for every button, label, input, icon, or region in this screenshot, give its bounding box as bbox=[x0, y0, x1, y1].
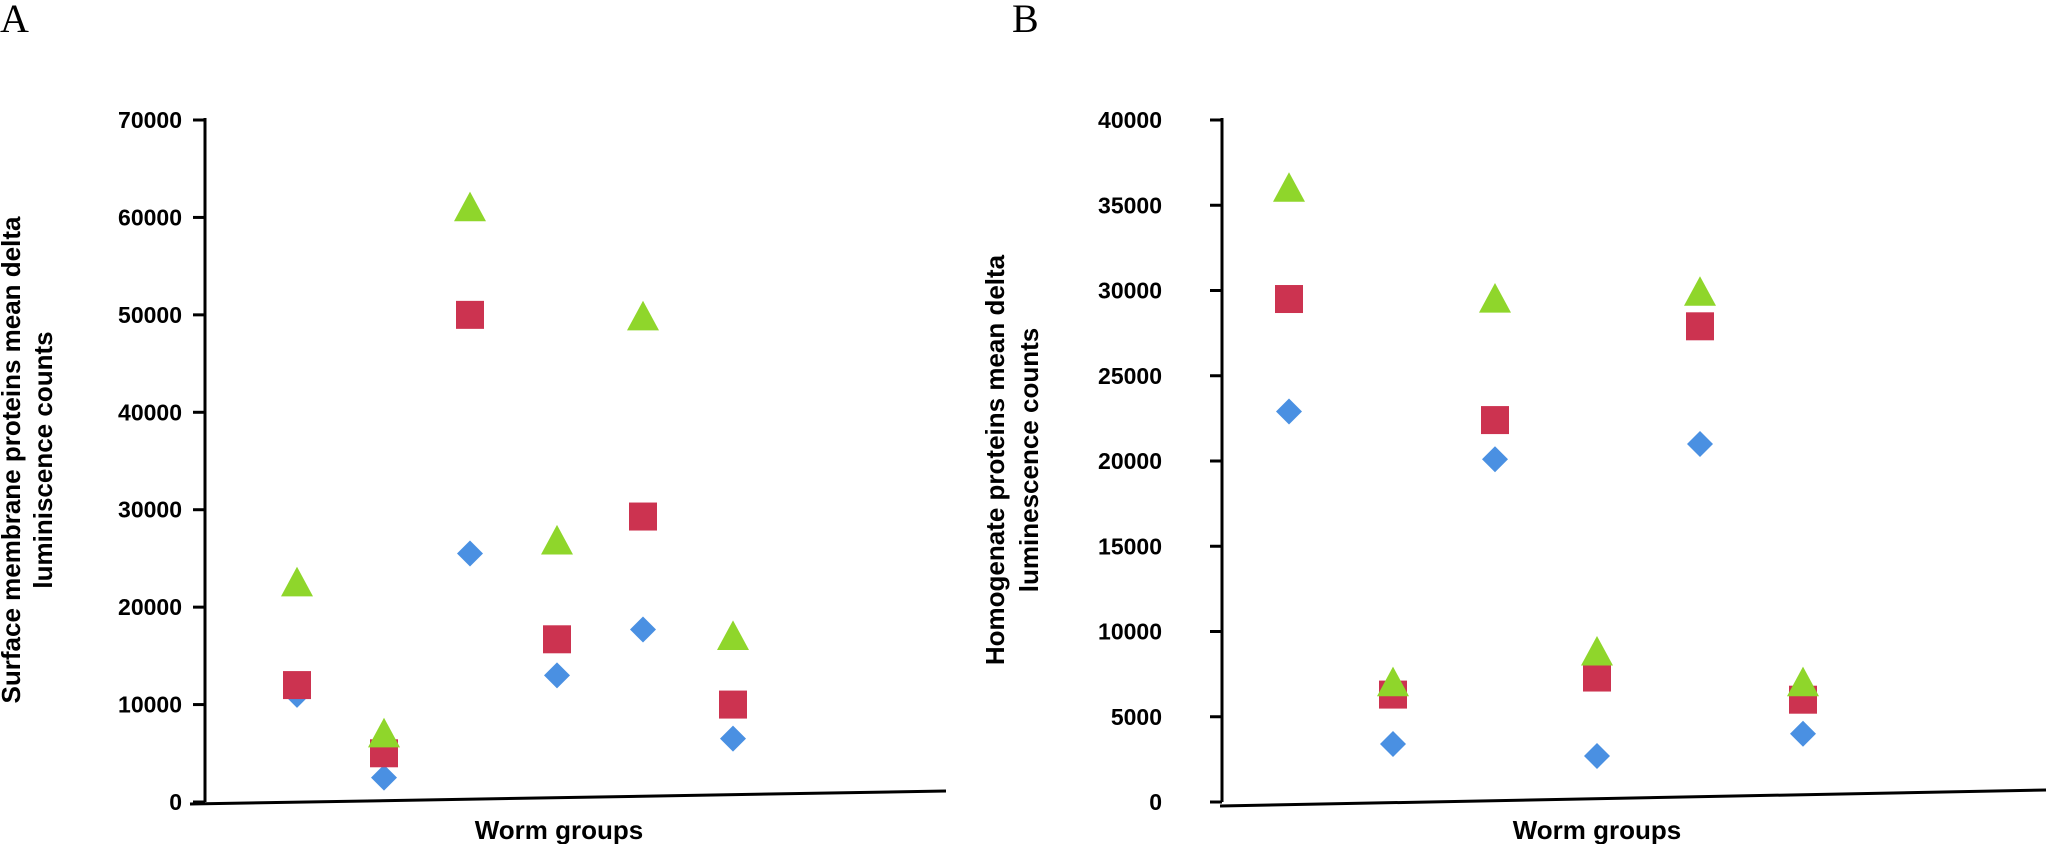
panel-b-y-axis-title-line1: Homogenate proteins mean delta bbox=[980, 254, 1010, 665]
panel-a-square-point-group-5 bbox=[629, 502, 657, 531]
panel-a-y-tick-label: 50000 bbox=[118, 302, 182, 328]
panel-a-diamond-point-group-3 bbox=[457, 540, 483, 567]
panel-b-triangle-point-group-2 bbox=[1377, 666, 1409, 697]
panel-b-diamond-point-group-3 bbox=[1482, 446, 1508, 473]
panel-b-square-point-group-4 bbox=[1583, 663, 1611, 692]
panel-a-triangle-point-group-3 bbox=[454, 191, 486, 222]
panel-b-triangle-point-group-6 bbox=[1787, 666, 1819, 697]
panel-a-triangle-point-group-4 bbox=[541, 524, 573, 555]
panel-a-y-tick-label: 0 bbox=[169, 789, 182, 815]
panel-a-letter: A bbox=[0, 0, 29, 41]
panel-a-triangle-point-group-2 bbox=[368, 717, 400, 748]
panel-a-y-tick-label: 40000 bbox=[118, 399, 182, 425]
panel-b-diamond-point-group-4 bbox=[1584, 742, 1610, 769]
panel-a-square-point-group-1 bbox=[283, 671, 311, 700]
panel-a-x-axis-title: Worm groups bbox=[475, 815, 644, 844]
panel-b-letter: B bbox=[1012, 0, 1039, 41]
panel-a-y-tick-label: 10000 bbox=[118, 692, 182, 718]
panel-b-y-tick-label: 5000 bbox=[1111, 704, 1162, 730]
panel-b-diamond-point-group-5 bbox=[1687, 430, 1713, 457]
panel-a-square-point-group-3 bbox=[456, 300, 484, 329]
panel-b-square-point-group-5 bbox=[1686, 312, 1714, 341]
panel-a-points bbox=[281, 191, 749, 791]
panel-b-x-axis-title: Worm groups bbox=[1513, 815, 1682, 844]
panel-b-triangle-point-group-5 bbox=[1684, 276, 1716, 306]
panel-b-triangle-point-group-3 bbox=[1479, 283, 1511, 313]
panel-b-y-tick-label: 35000 bbox=[1098, 192, 1162, 218]
panel-b-x-axis bbox=[1219, 788, 2047, 808]
panel-a-y-ticks: 0 10000 20000 30000 40000 50000 60000 70000 bbox=[118, 107, 205, 815]
panel-a-y-axis-title-line2: luminiscence counts bbox=[28, 331, 58, 588]
panel-a-y-tick-label: 60000 bbox=[118, 204, 182, 230]
panel-b: B 0 5000 10000 15000 20000 25000 30000 35000 400… bbox=[980, 0, 2047, 844]
panel-b-diamond-point-group-2 bbox=[1380, 731, 1406, 758]
panel-a: A 0 10000 20000 30000 40000 50000 60000 70000 W… bbox=[0, 0, 947, 844]
panel-a-diamond-point-group-6 bbox=[720, 725, 746, 752]
panel-b-triangle-point-group-1 bbox=[1273, 172, 1305, 202]
panel-b-y-tick-label: 15000 bbox=[1098, 533, 1162, 559]
panel-b-points bbox=[1273, 172, 1819, 769]
panel-b-y-tick-label: 10000 bbox=[1098, 619, 1162, 645]
panel-a-diamond-point-group-4 bbox=[544, 662, 570, 689]
panel-b-y-tick-label: 40000 bbox=[1098, 107, 1162, 133]
panel-a-y-tick-label: 70000 bbox=[118, 107, 182, 133]
panel-a-x-axis bbox=[189, 789, 947, 806]
panel-a-triangle-point-group-5 bbox=[627, 300, 659, 331]
panel-b-y-ticks: 0 5000 10000 15000 20000 25000 30000 35000 40000 bbox=[1098, 107, 1222, 815]
panel-b-diamond-point-group-1 bbox=[1276, 398, 1302, 425]
panel-b-triangle-point-group-4 bbox=[1581, 635, 1613, 666]
panel-b-y-tick-label: 25000 bbox=[1098, 363, 1162, 389]
panel-b-y-axis-title-line2: luminescence counts bbox=[1014, 328, 1044, 592]
panel-b-square-point-group-1 bbox=[1275, 285, 1303, 314]
panel-b-y-tick-label: 30000 bbox=[1098, 278, 1162, 304]
panel-b-square-point-group-3 bbox=[1481, 406, 1509, 435]
panel-b-diamond-point-group-6 bbox=[1790, 720, 1816, 747]
panel-a-diamond-point-group-5 bbox=[630, 616, 656, 643]
panel-a-triangle-point-group-1 bbox=[281, 566, 313, 597]
panel-b-y-tick-label: 20000 bbox=[1098, 448, 1162, 474]
panel-a-y-tick-label: 20000 bbox=[118, 594, 182, 620]
panel-a-y-axis-title-line1: Surface membrane proteins mean delta bbox=[0, 216, 26, 703]
panel-a-triangle-point-group-6 bbox=[717, 620, 749, 650]
panel-a-y-tick-label: 30000 bbox=[118, 497, 182, 523]
panel-a-square-point-group-4 bbox=[543, 625, 571, 654]
panel-a-diamond-point-group-2 bbox=[371, 764, 397, 791]
panel-b-y-tick-label: 0 bbox=[1149, 789, 1162, 815]
panel-a-square-point-group-6 bbox=[719, 690, 747, 719]
